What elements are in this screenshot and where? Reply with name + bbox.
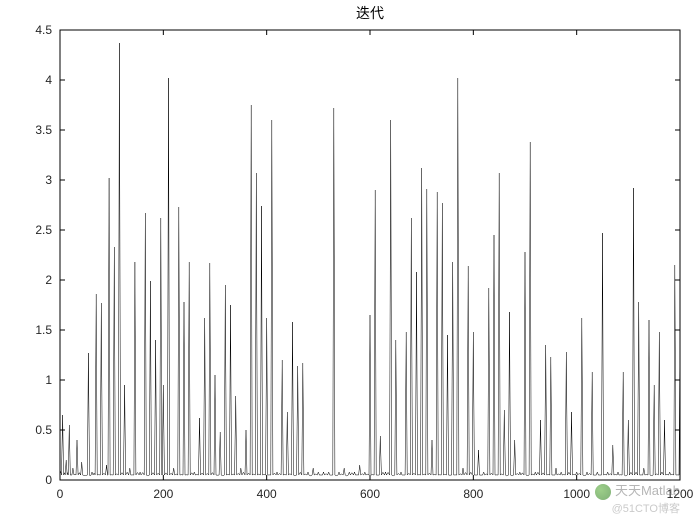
svg-text:400: 400: [257, 487, 277, 501]
svg-text:0.5: 0.5: [35, 423, 52, 437]
svg-text:2: 2: [45, 273, 52, 287]
svg-text:4: 4: [45, 73, 52, 87]
svg-text:1000: 1000: [563, 487, 590, 501]
svg-text:3.5: 3.5: [35, 123, 52, 137]
svg-text:2.5: 2.5: [35, 223, 52, 237]
svg-text:3: 3: [45, 173, 52, 187]
iteration-chart: 迭代 0 200 400 600 800 1000 1200 0 0.5 1 1.5 2 2.5 3 3.5 4…: [0, 0, 700, 525]
svg-text:4.5: 4.5: [35, 23, 52, 37]
svg-text:0: 0: [57, 487, 64, 501]
svg-text:1200: 1200: [667, 487, 694, 501]
svg-text:800: 800: [463, 487, 483, 501]
svg-text:迭代: 迭代: [356, 5, 384, 21]
svg-text:200: 200: [153, 487, 173, 501]
svg-text:600: 600: [360, 487, 380, 501]
svg-text:0: 0: [45, 473, 52, 487]
svg-text:1.5: 1.5: [35, 323, 52, 337]
svg-text:1: 1: [45, 373, 52, 387]
